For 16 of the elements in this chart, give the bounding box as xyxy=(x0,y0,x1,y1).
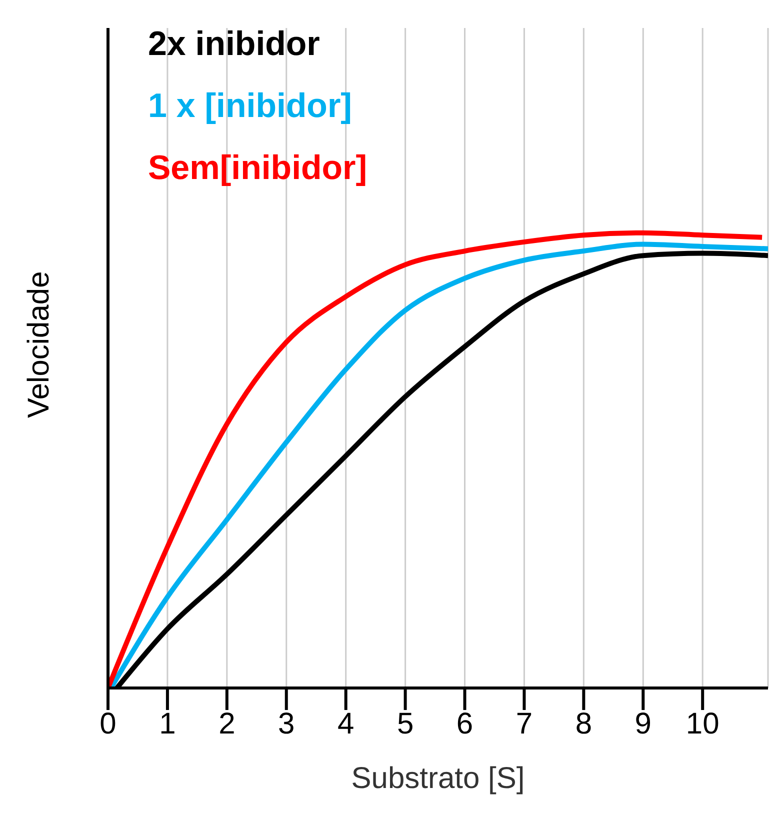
y-axis-title: Velocidade xyxy=(22,271,56,418)
x-tick-label: 0 xyxy=(100,707,116,740)
text: 2x inibidor xyxy=(148,24,321,65)
text: 1 x [inibidor] xyxy=(148,86,353,127)
x-tick-label: 4 xyxy=(337,707,354,740)
x-tick-label: 10 xyxy=(686,707,720,740)
x-tick-label: 1 xyxy=(159,707,176,740)
x-tick-label: 9 xyxy=(634,707,652,740)
x-tick-label: 5 xyxy=(396,707,414,740)
x-tick-label: 3 xyxy=(278,707,295,740)
x-tick-label: 7 xyxy=(516,707,533,740)
x-tick-label: 2 xyxy=(218,707,236,740)
text: Sem[inibidor] xyxy=(148,148,368,189)
x-axis-title: Substrato [S] xyxy=(351,762,525,795)
x-tick-label: 6 xyxy=(456,707,474,740)
x-tick-label: 8 xyxy=(575,707,592,740)
